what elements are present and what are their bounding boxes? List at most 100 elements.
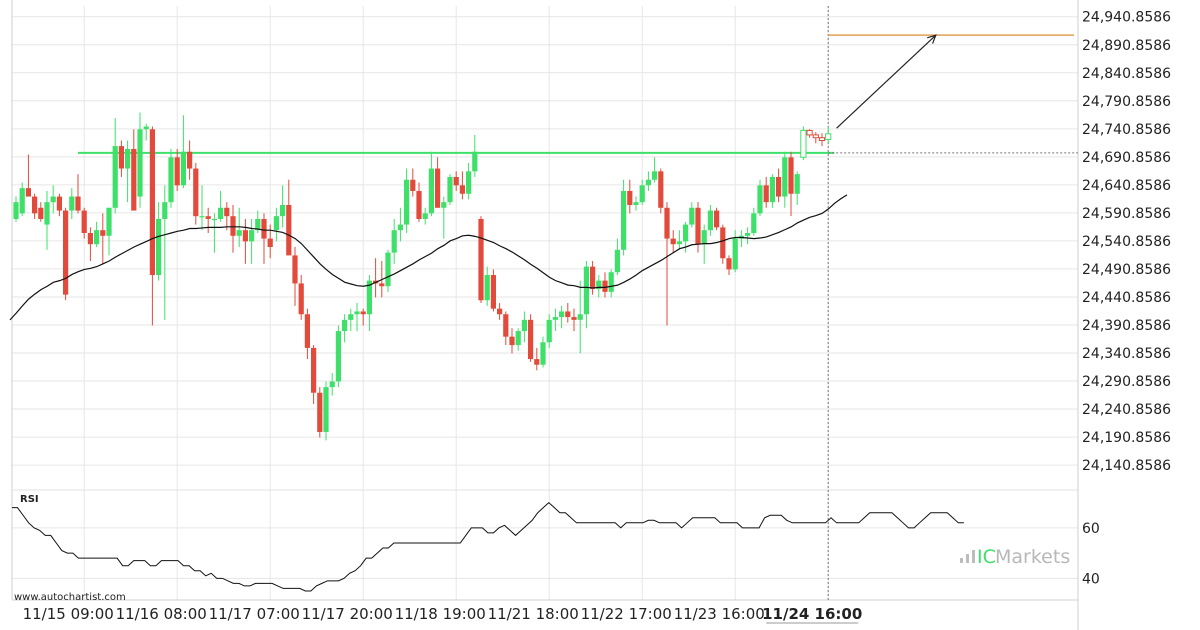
candle-body (515, 331, 521, 346)
candle-body (435, 168, 441, 208)
y-tick-label: 24,390.8586 (1082, 318, 1171, 334)
candle-body (81, 210, 87, 233)
candle-body (521, 319, 527, 332)
candle-body (329, 381, 335, 388)
candle-body (577, 314, 583, 320)
candle-body (788, 157, 794, 194)
candle-body (273, 216, 279, 231)
candle-body (50, 196, 56, 203)
candle-body (695, 207, 701, 245)
candle-body (168, 157, 174, 203)
x-tick-label: 11/16 08:00 (116, 605, 207, 623)
moving-average-line (9, 194, 848, 321)
candle-body (255, 218, 261, 231)
candle-body (509, 336, 515, 346)
candle-body (174, 157, 180, 186)
candle-body (763, 185, 769, 203)
candle-body (323, 387, 329, 432)
candle-body (751, 213, 757, 233)
y-tick-label: 24,340.8586 (1082, 346, 1171, 362)
candle-body (267, 238, 273, 247)
candle-body (348, 314, 354, 320)
candle-body (459, 185, 465, 194)
candle-body (707, 210, 713, 231)
candle-body (385, 252, 391, 287)
candle-body (670, 238, 676, 245)
candle-body (317, 392, 323, 432)
y-tick-label: 24,740.8586 (1082, 122, 1171, 138)
candle-body (311, 347, 317, 393)
candle-body (404, 179, 410, 225)
candle-body (56, 196, 62, 211)
candle-body (211, 218, 217, 221)
candle-body (131, 148, 137, 211)
x-tick-label: 11/21 18:00 (488, 605, 579, 623)
candle-body (776, 176, 782, 197)
candle-body (497, 308, 503, 315)
candle-body (825, 133, 832, 140)
y-tick-label: 24,440.8586 (1082, 290, 1171, 306)
candle-body (583, 266, 589, 315)
candle-body (75, 196, 81, 211)
x-tick-label: 11/17 20:00 (302, 605, 393, 623)
candle-body (478, 218, 484, 301)
candle-body (484, 275, 490, 301)
candle-body (590, 266, 596, 290)
candle-body (714, 210, 720, 228)
x-tick-label: 11/15 09:00 (23, 605, 114, 623)
candle-body (453, 176, 459, 186)
candle-body (143, 126, 149, 130)
candle-body (106, 207, 112, 236)
candle-body (627, 190, 633, 205)
candle-body (428, 168, 434, 214)
candle-body (224, 207, 230, 217)
candle-body (304, 314, 310, 348)
candle-body (38, 207, 44, 219)
candle-body (63, 210, 69, 295)
candle-body (366, 280, 372, 315)
candle-body (614, 249, 620, 273)
candle-body (664, 207, 670, 239)
candle-body (472, 151, 478, 172)
y-tick-label: 24,540.8586 (1082, 234, 1171, 250)
candle-body (162, 202, 168, 219)
candle-body (280, 204, 286, 217)
candle-body (360, 311, 366, 315)
forecast-arrow (836, 34, 937, 129)
candle-body (818, 137, 826, 142)
watermark-text: www.autochartist.com (14, 592, 126, 603)
y-tick-label: 24,190.8586 (1082, 430, 1171, 446)
candle-body (565, 311, 571, 318)
candle-body (571, 317, 577, 320)
candle-body (534, 359, 540, 365)
candle-body (218, 207, 224, 219)
rsi-tick-label: 40 (1082, 571, 1100, 587)
x-tick-label: 11/17 07:00 (209, 605, 300, 623)
candle-body (689, 207, 695, 225)
candle-body (261, 218, 267, 239)
candle-body (490, 275, 496, 309)
candle-body (137, 129, 143, 197)
candle-body (528, 319, 534, 360)
x-tick-label: 11/18 19:00 (395, 605, 486, 623)
candle-body (658, 171, 664, 208)
candle-body (205, 216, 211, 219)
candle-body (125, 148, 131, 169)
candle-body (608, 272, 614, 292)
rsi-title: RSI (20, 494, 39, 505)
candle-body (335, 331, 341, 382)
candle-body (100, 230, 106, 236)
candle-body (69, 196, 75, 211)
candle-body (559, 311, 565, 318)
rsi-tick-label: 60 (1082, 521, 1100, 537)
candle-body (652, 171, 658, 180)
candle-body (441, 202, 447, 208)
rsi-line (12, 501, 964, 592)
candle-body (32, 196, 38, 214)
candle-body (180, 151, 186, 186)
candle-body (800, 129, 807, 158)
candle-body (379, 283, 385, 287)
y-tick-label: 24,940.8586 (1082, 10, 1171, 26)
candle-body (397, 224, 403, 231)
y-tick-label: 24,640.8586 (1082, 178, 1171, 194)
